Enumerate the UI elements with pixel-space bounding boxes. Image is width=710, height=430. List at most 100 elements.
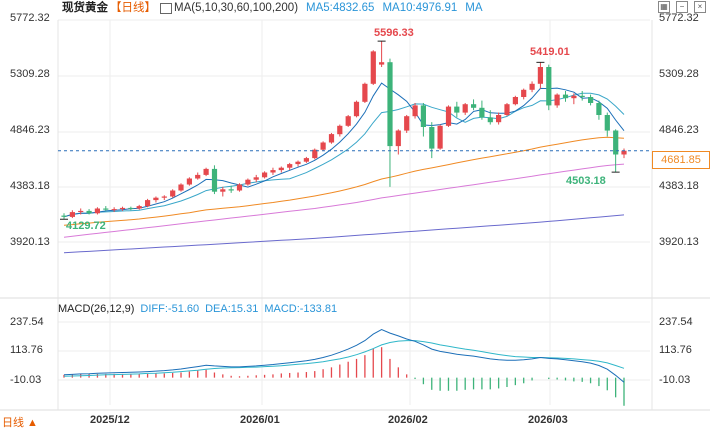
last-price-tag: 4681.85 [652, 151, 710, 169]
price-tick-left: 5772.32 [10, 12, 50, 24]
macd-diff-line [63, 329, 625, 383]
candle-body [161, 196, 167, 198]
candle-body [353, 101, 360, 117]
price-tick-right: 3920.13 [659, 236, 699, 248]
candle-body [203, 168, 209, 175]
price-tick-right: 5309.28 [659, 68, 699, 80]
candle-body [412, 105, 418, 117]
x-tick-label: 2026/02 [388, 414, 428, 426]
candle-body [604, 115, 610, 131]
candle-body [487, 117, 493, 123]
candle-body [220, 189, 226, 192]
candle-body [462, 104, 468, 113]
candle-body [111, 209, 117, 211]
candle-body [211, 168, 218, 192]
candle-body [328, 134, 335, 143]
low-annotation: 4129.72 [66, 220, 106, 232]
candle-body [253, 177, 259, 180]
ma-params[interactable]: MA(5,10,30,60,100,200) [174, 2, 299, 14]
macd-title[interactable]: MACD(26,12,9) [58, 303, 135, 315]
x-tick-label: 2026/01 [240, 414, 280, 426]
candle-body [537, 67, 543, 84]
candle-body [153, 197, 159, 201]
candle-body [295, 161, 301, 165]
price-tick-right: 5772.32 [659, 12, 699, 24]
candle-body [387, 62, 393, 147]
candle-body [496, 115, 502, 123]
macd-value: MACD:-133.81 [264, 303, 338, 315]
candle-body [529, 83, 535, 90]
candle-body [145, 200, 151, 207]
candle-body [504, 104, 510, 115]
candle-body [546, 67, 552, 106]
x-tick-label: 2026/03 [528, 414, 568, 426]
candle-body [86, 210, 92, 214]
ma5-value: MA5:4832.65 [306, 2, 375, 14]
candle-body [395, 130, 401, 147]
candle-body [345, 116, 351, 126]
period-switch-button[interactable]: 日线 ▲ [2, 417, 38, 429]
candle-body [445, 106, 452, 126]
symbol-title: 现货黄金 [62, 2, 108, 14]
macd-tick-right: 113.76 [659, 344, 692, 356]
candle-body [270, 170, 276, 173]
candle-body [471, 104, 477, 108]
candle-body [588, 97, 594, 103]
candle-body [61, 215, 67, 217]
ma100-line [63, 214, 625, 254]
candle-body [596, 103, 602, 115]
ma-toggle-icon[interactable] [160, 2, 172, 14]
candle-body [119, 207, 126, 210]
candle-body [128, 207, 134, 209]
grid-icon[interactable]: ▦ [658, 1, 670, 13]
low2-annotation: 4503.18 [566, 175, 606, 187]
candle-body [562, 94, 569, 99]
ma60-line [63, 163, 625, 238]
minimize-icon[interactable]: − [676, 1, 688, 13]
candle-body [571, 95, 577, 99]
candle-body [287, 164, 293, 168]
macd-tick-right: 237.54 [659, 316, 693, 328]
macd-dea-value: DEA:15.31 [205, 303, 259, 315]
candle-body [479, 107, 485, 118]
candle-body [236, 184, 243, 191]
price-tick-left: 3920.13 [10, 236, 50, 248]
candle-body [170, 190, 176, 197]
ma30-line [63, 136, 625, 226]
toolbar-icons: ▦ − × [658, 1, 706, 13]
candle-body [521, 89, 527, 97]
candle-body [613, 130, 619, 155]
candle-body [454, 106, 460, 113]
macd-tick-left: -10.03 [10, 374, 42, 386]
macd-dea-line [63, 340, 625, 377]
ma10-value: MA10:4976.91 [382, 2, 458, 14]
macd-diff-value: DIFF:-51.60 [140, 303, 200, 315]
price-tick-left: 4846.23 [10, 124, 50, 136]
candle-body [186, 178, 192, 185]
high2-annotation: 5419.01 [530, 46, 570, 58]
candle-body [420, 105, 426, 127]
ma-button[interactable]: MA [465, 2, 483, 14]
candle-body [512, 97, 518, 105]
candle-body [437, 125, 443, 149]
candle-body [579, 95, 585, 97]
candle-body [320, 142, 326, 150]
candle-body [262, 172, 268, 178]
candle-body [178, 184, 184, 191]
ma10-line [63, 92, 625, 218]
close-icon[interactable]: × [694, 1, 706, 13]
price-tick-right: 4846.23 [659, 124, 699, 136]
x-tick-label: 2025/12 [90, 414, 130, 426]
period-label[interactable]: 【日线】 [110, 2, 156, 14]
candle-body [362, 83, 368, 102]
macd-header: MACD(26,12,9) DIFF:-51.60 DEA:15.31 MACD:-1… [58, 303, 337, 315]
macd-tick-left: 113.76 [10, 344, 43, 356]
price-tick-left: 5309.28 [10, 68, 50, 80]
candle-body [404, 116, 410, 131]
price-tick-left: 4383.18 [10, 180, 50, 192]
candle-body [78, 210, 84, 213]
candle-body [69, 212, 75, 217]
ma5-line [63, 82, 625, 218]
chart-header: 现货黄金 【日线】 MA(5,10,30,60,100,200) MA5:4832.6… [0, 0, 710, 16]
